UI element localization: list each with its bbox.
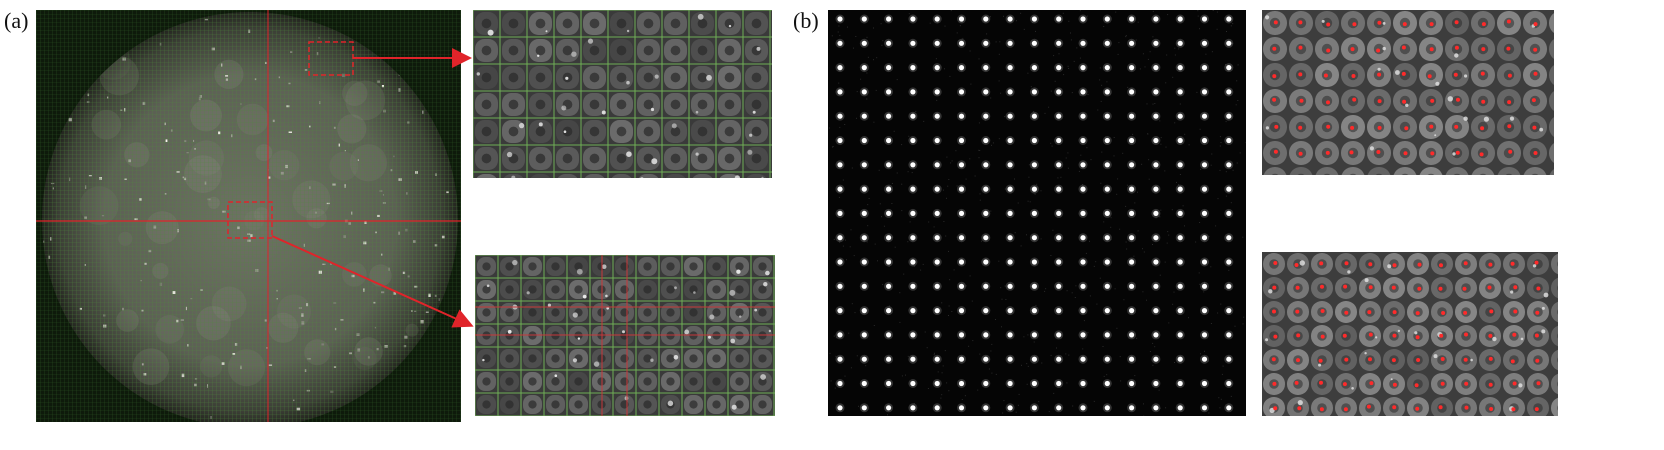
detected-centers-bottom — [1262, 252, 1558, 416]
zoom-image-center — [475, 255, 775, 416]
panel-label-b: (b) — [793, 8, 819, 33]
spot-array-image — [828, 10, 1246, 416]
raw-lenslet-image — [36, 10, 461, 422]
detected-centers-top — [1262, 10, 1554, 175]
zoom-image-top — [473, 10, 772, 178]
panel-label-a: (a) — [4, 8, 29, 33]
